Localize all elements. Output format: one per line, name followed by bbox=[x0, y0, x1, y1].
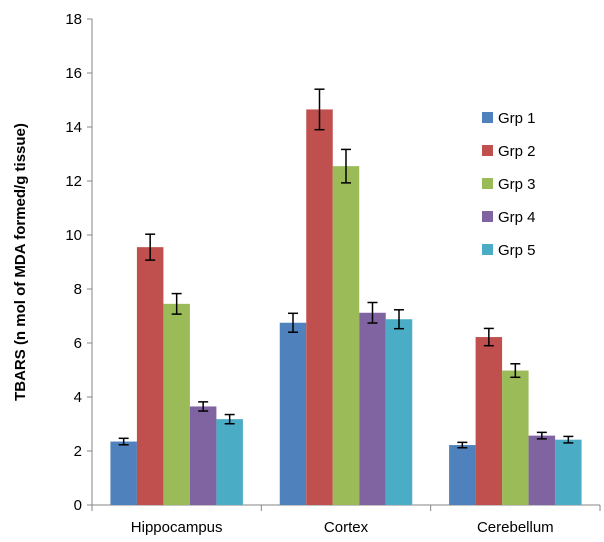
error-bar bbox=[145, 233, 156, 261]
legend-swatch bbox=[482, 211, 493, 222]
legend-label: Grp 5 bbox=[498, 242, 536, 259]
bars bbox=[110, 109, 582, 505]
bar bbox=[306, 109, 333, 505]
error-bar bbox=[483, 327, 494, 347]
bar bbox=[332, 166, 360, 505]
legend-label: Grp 4 bbox=[498, 209, 536, 226]
legend-swatch bbox=[482, 178, 493, 189]
legend-label: Grp 1 bbox=[498, 110, 536, 127]
error-bar bbox=[510, 363, 521, 379]
bar bbox=[385, 319, 413, 505]
bar bbox=[216, 419, 243, 505]
legend-item: Grp 1 bbox=[482, 110, 536, 127]
bar bbox=[136, 247, 164, 505]
bar bbox=[110, 441, 137, 505]
error-bar bbox=[314, 88, 325, 131]
x-axis: Hippocampus Cortex Cerebellum bbox=[91, 504, 601, 536]
legend-item: Grp 5 bbox=[482, 242, 536, 259]
y-tick-label: 18 bbox=[65, 11, 82, 28]
error-bar bbox=[394, 309, 404, 330]
error-bar bbox=[224, 413, 235, 425]
legend-item: Grp 3 bbox=[482, 176, 536, 193]
error-bar bbox=[118, 437, 129, 446]
error-bar bbox=[536, 431, 547, 440]
y-axis-label: TBARS (n mol of MDA formed/g tissue) bbox=[12, 123, 29, 401]
bar bbox=[163, 303, 190, 505]
bar bbox=[359, 312, 386, 505]
error-bar bbox=[563, 435, 574, 444]
bar bbox=[502, 370, 529, 505]
bar bbox=[189, 406, 217, 505]
legend-label: Grp 3 bbox=[498, 176, 536, 193]
y-tick-label: 2 bbox=[74, 443, 82, 460]
bar bbox=[528, 435, 556, 505]
legend-swatch bbox=[482, 145, 493, 156]
bar bbox=[555, 439, 582, 505]
bar bbox=[475, 337, 503, 505]
error-bar bbox=[367, 301, 378, 324]
legend-label: Grp 2 bbox=[498, 143, 536, 160]
legend-swatch bbox=[482, 112, 493, 123]
error-bar bbox=[198, 401, 209, 412]
error-bars bbox=[118, 88, 574, 449]
y-axis: 0 2 4 6 8 10 12 14 16 18 bbox=[65, 11, 93, 514]
category-label: Hippocampus bbox=[131, 519, 223, 536]
y-tick-label: 12 bbox=[65, 173, 82, 190]
error-bar bbox=[341, 148, 351, 184]
y-tick-label: 16 bbox=[65, 65, 82, 82]
error-bar bbox=[288, 312, 298, 333]
category-label: Cortex bbox=[324, 519, 369, 536]
y-tick-label: 8 bbox=[74, 281, 82, 298]
legend: Grp 1 Grp 2 Grp 3 Grp 4 Grp 5 bbox=[482, 110, 536, 259]
category-label: Cerebellum bbox=[477, 519, 554, 536]
y-tick-label: 10 bbox=[65, 227, 82, 244]
y-tick-label: 14 bbox=[65, 119, 82, 136]
error-bar bbox=[457, 441, 468, 449]
bar bbox=[449, 445, 476, 505]
y-tick-label: 0 bbox=[74, 497, 82, 514]
legend-item: Grp 2 bbox=[482, 143, 536, 160]
error-bar bbox=[171, 292, 182, 315]
legend-swatch bbox=[482, 244, 493, 255]
legend-item: Grp 4 bbox=[482, 209, 536, 226]
bar bbox=[279, 322, 307, 505]
y-tick-label: 4 bbox=[74, 389, 82, 406]
y-tick-label: 6 bbox=[74, 335, 82, 352]
